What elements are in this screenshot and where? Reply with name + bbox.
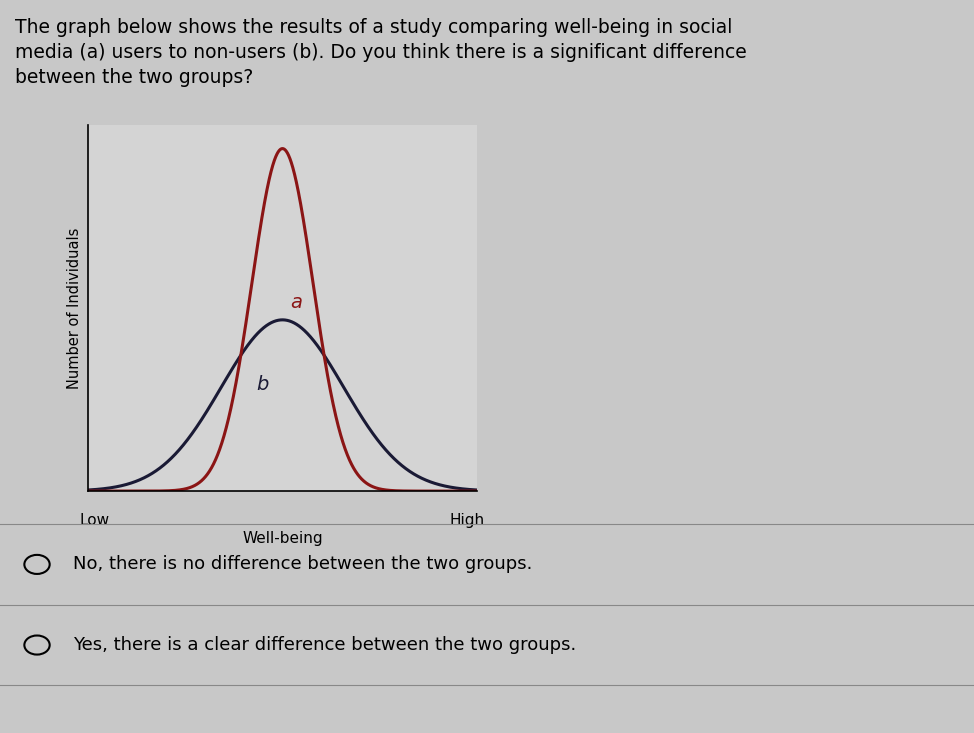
Text: High: High [450,513,485,528]
Text: Yes, there is a clear difference between the two groups.: Yes, there is a clear difference between… [73,636,577,654]
Text: a: a [290,293,302,312]
Text: Well-being: Well-being [243,531,322,546]
Text: The graph below shows the results of a study comparing well-being in social
medi: The graph below shows the results of a s… [15,18,746,87]
Text: b: b [257,375,269,394]
Text: No, there is no difference between the two groups.: No, there is no difference between the t… [73,556,533,573]
Y-axis label: Number of Individuals: Number of Individuals [67,227,82,388]
Text: Low: Low [80,513,110,528]
